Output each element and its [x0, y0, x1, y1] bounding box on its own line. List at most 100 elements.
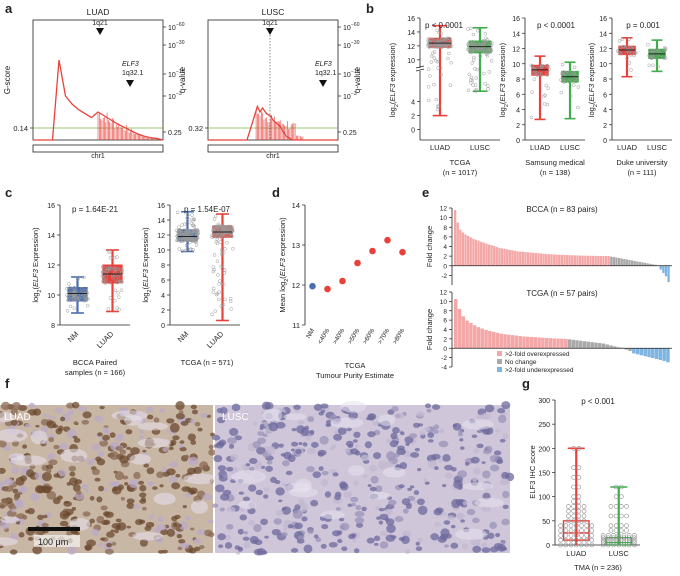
bar — [599, 255, 603, 266]
cell-nucleus — [378, 520, 384, 525]
cell-nucleus — [67, 409, 75, 415]
dataset-name: BCCA Paired — [73, 358, 117, 367]
category-label: LUSC — [609, 549, 630, 558]
stroma — [0, 516, 20, 524]
bar — [469, 237, 472, 266]
cell-nucleus — [495, 532, 501, 538]
cell-nucleus — [60, 416, 66, 422]
ylabel-part: ELF3 — [278, 257, 287, 276]
cell-nucleus — [178, 410, 184, 414]
ytick-label: 2 — [603, 123, 607, 130]
data-point — [584, 528, 589, 533]
data-point — [211, 286, 216, 291]
cell-nucleus — [259, 423, 265, 429]
data-point — [571, 465, 576, 470]
cell-nucleus — [427, 439, 434, 443]
cell-nucleus — [320, 543, 327, 549]
chr-bar — [207, 144, 339, 153]
cell-nucleus — [19, 475, 27, 482]
cell-nucleus — [404, 436, 414, 444]
cell-nucleus — [166, 418, 175, 424]
cell-nucleus — [242, 496, 251, 502]
data-point — [67, 282, 71, 286]
ytick-label: 12 — [157, 233, 165, 240]
data-point — [632, 533, 637, 538]
cell-nucleus — [427, 431, 435, 439]
cell-nucleus — [188, 456, 199, 466]
cell-nucleus — [502, 433, 509, 439]
data-point — [487, 70, 492, 74]
cell-nucleus — [485, 445, 493, 453]
cell-nucleus — [464, 461, 470, 466]
cell-nucleus — [438, 440, 449, 448]
ytick-label: 13 — [292, 241, 300, 250]
cell-nucleus — [85, 545, 91, 551]
cell-nucleus — [297, 420, 303, 425]
data-point — [437, 104, 441, 109]
cell-nucleus — [58, 425, 64, 431]
data-point — [608, 528, 614, 533]
cell-nucleus — [337, 426, 347, 435]
bar — [459, 229, 462, 266]
cell-nucleus — [59, 520, 69, 527]
bar — [613, 346, 617, 349]
stroma — [0, 428, 28, 443]
data-point — [568, 71, 572, 75]
y2tick-label: 10 — [168, 72, 176, 79]
data-point — [568, 77, 572, 82]
ytick-label: 4 — [443, 244, 447, 251]
ylabel: G-score — [3, 65, 12, 94]
cell-nucleus — [499, 478, 510, 486]
data-point — [471, 83, 475, 87]
bar — [467, 235, 470, 266]
data-point — [221, 234, 225, 239]
bar — [563, 254, 566, 266]
data-point — [571, 499, 576, 504]
ylabel: Mean log2(ELF3 expression) — [278, 217, 290, 313]
data-point — [68, 285, 72, 290]
data-point — [111, 267, 116, 271]
cell-nucleus — [282, 528, 288, 532]
data-point — [102, 279, 107, 283]
cell-nucleus — [352, 538, 357, 543]
histology-label: LUAD — [4, 412, 31, 423]
cell-nucleus — [239, 514, 248, 521]
stroma — [262, 408, 283, 422]
bar — [503, 248, 506, 266]
lusc-histology — [211, 400, 515, 556]
data-point — [216, 273, 220, 277]
data-point — [225, 228, 229, 232]
bar — [605, 344, 610, 349]
data-point — [618, 47, 622, 51]
bar — [461, 316, 466, 349]
data-point — [486, 84, 490, 88]
data-point — [611, 535, 616, 541]
data-point — [649, 55, 654, 59]
cell-nucleus — [166, 429, 171, 433]
bar — [565, 255, 569, 266]
cell-nucleus — [138, 480, 145, 485]
bar — [526, 252, 530, 266]
data-point — [113, 288, 118, 293]
bar — [582, 341, 587, 349]
cell-nucleus — [263, 494, 269, 499]
ylabel-part: ( — [587, 101, 596, 104]
data-point — [542, 102, 547, 106]
data-point — [192, 239, 196, 243]
cell-nucleus — [346, 449, 351, 453]
bar — [539, 253, 543, 266]
ytick-label: 6 — [443, 234, 447, 241]
data-point — [572, 83, 576, 87]
stroma — [124, 415, 143, 426]
bar — [560, 254, 564, 266]
category-label: LUAD — [530, 143, 551, 152]
ytick-label: 12 — [440, 206, 448, 213]
cell-nucleus — [10, 419, 18, 426]
cell-nucleus — [48, 459, 58, 466]
cell-nucleus — [178, 521, 189, 530]
bar — [625, 259, 629, 266]
bar — [503, 334, 507, 349]
bar — [578, 255, 582, 266]
dataset-name: Duke university — [616, 158, 668, 167]
cell-nucleus — [119, 455, 129, 464]
